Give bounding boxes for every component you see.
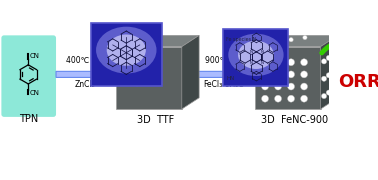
- Text: 400℃  N₂: 400℃ N₂: [66, 56, 103, 65]
- Circle shape: [274, 83, 282, 90]
- Circle shape: [262, 59, 268, 66]
- Text: CN: CN: [29, 90, 40, 96]
- Circle shape: [288, 83, 294, 90]
- Text: FeCl₃·6H₂O: FeCl₃·6H₂O: [203, 80, 244, 89]
- Text: N: N: [249, 50, 253, 53]
- Polygon shape: [321, 35, 338, 109]
- Ellipse shape: [238, 41, 274, 69]
- Circle shape: [301, 83, 308, 90]
- Text: HN: HN: [226, 76, 234, 81]
- Polygon shape: [116, 47, 182, 109]
- Polygon shape: [182, 35, 199, 109]
- Circle shape: [326, 90, 332, 95]
- Text: N: N: [249, 60, 253, 65]
- Polygon shape: [140, 68, 152, 80]
- FancyBboxPatch shape: [2, 35, 56, 117]
- Circle shape: [289, 37, 293, 42]
- Text: TPN: TPN: [19, 114, 38, 124]
- Circle shape: [303, 35, 307, 40]
- Text: ZnCl₂: ZnCl₂: [74, 80, 95, 89]
- Circle shape: [360, 29, 373, 42]
- Circle shape: [262, 71, 268, 78]
- Text: 3D  TTF: 3D TTF: [137, 115, 174, 125]
- Text: 3D  FeNC-900: 3D FeNC-900: [261, 115, 328, 125]
- Polygon shape: [116, 35, 199, 47]
- FancyBboxPatch shape: [223, 29, 288, 86]
- Circle shape: [331, 69, 336, 74]
- Circle shape: [280, 36, 285, 40]
- Polygon shape: [255, 47, 321, 109]
- Circle shape: [266, 38, 271, 43]
- Polygon shape: [255, 35, 338, 47]
- Circle shape: [331, 52, 336, 57]
- Circle shape: [288, 59, 294, 66]
- Circle shape: [326, 55, 332, 60]
- Circle shape: [275, 40, 279, 44]
- Text: Fe species N: Fe species N: [226, 37, 256, 42]
- Circle shape: [262, 95, 268, 102]
- Polygon shape: [267, 62, 279, 74]
- Circle shape: [321, 93, 327, 99]
- Circle shape: [274, 71, 282, 78]
- Circle shape: [331, 87, 336, 92]
- Ellipse shape: [107, 35, 146, 66]
- Circle shape: [301, 59, 308, 66]
- Text: N: N: [260, 50, 263, 53]
- Circle shape: [288, 95, 294, 102]
- Circle shape: [351, 37, 364, 50]
- Text: CN: CN: [29, 53, 40, 59]
- FancyArrow shape: [194, 69, 253, 80]
- Circle shape: [301, 95, 308, 102]
- FancyBboxPatch shape: [351, 29, 373, 50]
- Circle shape: [288, 71, 294, 78]
- Text: ORR: ORR: [338, 73, 378, 91]
- Ellipse shape: [96, 27, 156, 73]
- FancyBboxPatch shape: [91, 23, 162, 86]
- Circle shape: [321, 76, 327, 81]
- Ellipse shape: [228, 34, 284, 76]
- Circle shape: [274, 95, 282, 102]
- Circle shape: [301, 71, 308, 78]
- Circle shape: [326, 73, 332, 78]
- Text: N: N: [260, 60, 263, 65]
- Circle shape: [321, 59, 327, 64]
- FancyArrow shape: [56, 69, 114, 80]
- Circle shape: [261, 42, 265, 46]
- Circle shape: [262, 83, 268, 90]
- Text: 900℃  N₂: 900℃ N₂: [205, 56, 242, 65]
- Circle shape: [274, 59, 282, 66]
